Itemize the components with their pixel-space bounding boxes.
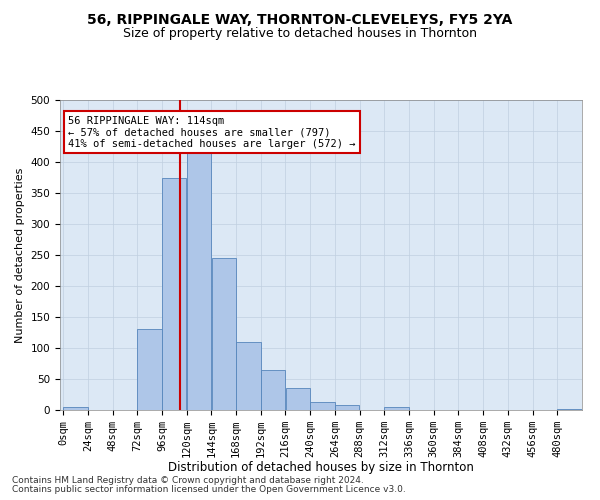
Bar [335,405,359,410]
Text: 56, RIPPINGALE WAY, THORNTON-CLEVELEYS, FY5 2YA: 56, RIPPINGALE WAY, THORNTON-CLEVELEYS, … [88,12,512,26]
Bar [286,388,310,410]
Bar [310,402,335,410]
Bar [236,342,260,410]
Text: Contains HM Land Registry data © Crown copyright and database right 2024.: Contains HM Land Registry data © Crown c… [12,476,364,485]
Bar [557,409,582,410]
Bar [261,370,286,410]
Bar [162,178,187,410]
Bar [187,152,211,410]
Text: Distribution of detached houses by size in Thornton: Distribution of detached houses by size … [168,461,474,474]
Bar [137,330,162,410]
Bar [63,407,88,410]
Y-axis label: Number of detached properties: Number of detached properties [15,168,25,342]
Text: Size of property relative to detached houses in Thornton: Size of property relative to detached ho… [123,28,477,40]
Bar [212,258,236,410]
Text: 56 RIPPINGALE WAY: 114sqm
← 57% of detached houses are smaller (797)
41% of semi: 56 RIPPINGALE WAY: 114sqm ← 57% of detac… [68,116,356,148]
Bar [385,407,409,410]
Text: Contains public sector information licensed under the Open Government Licence v3: Contains public sector information licen… [12,485,406,494]
